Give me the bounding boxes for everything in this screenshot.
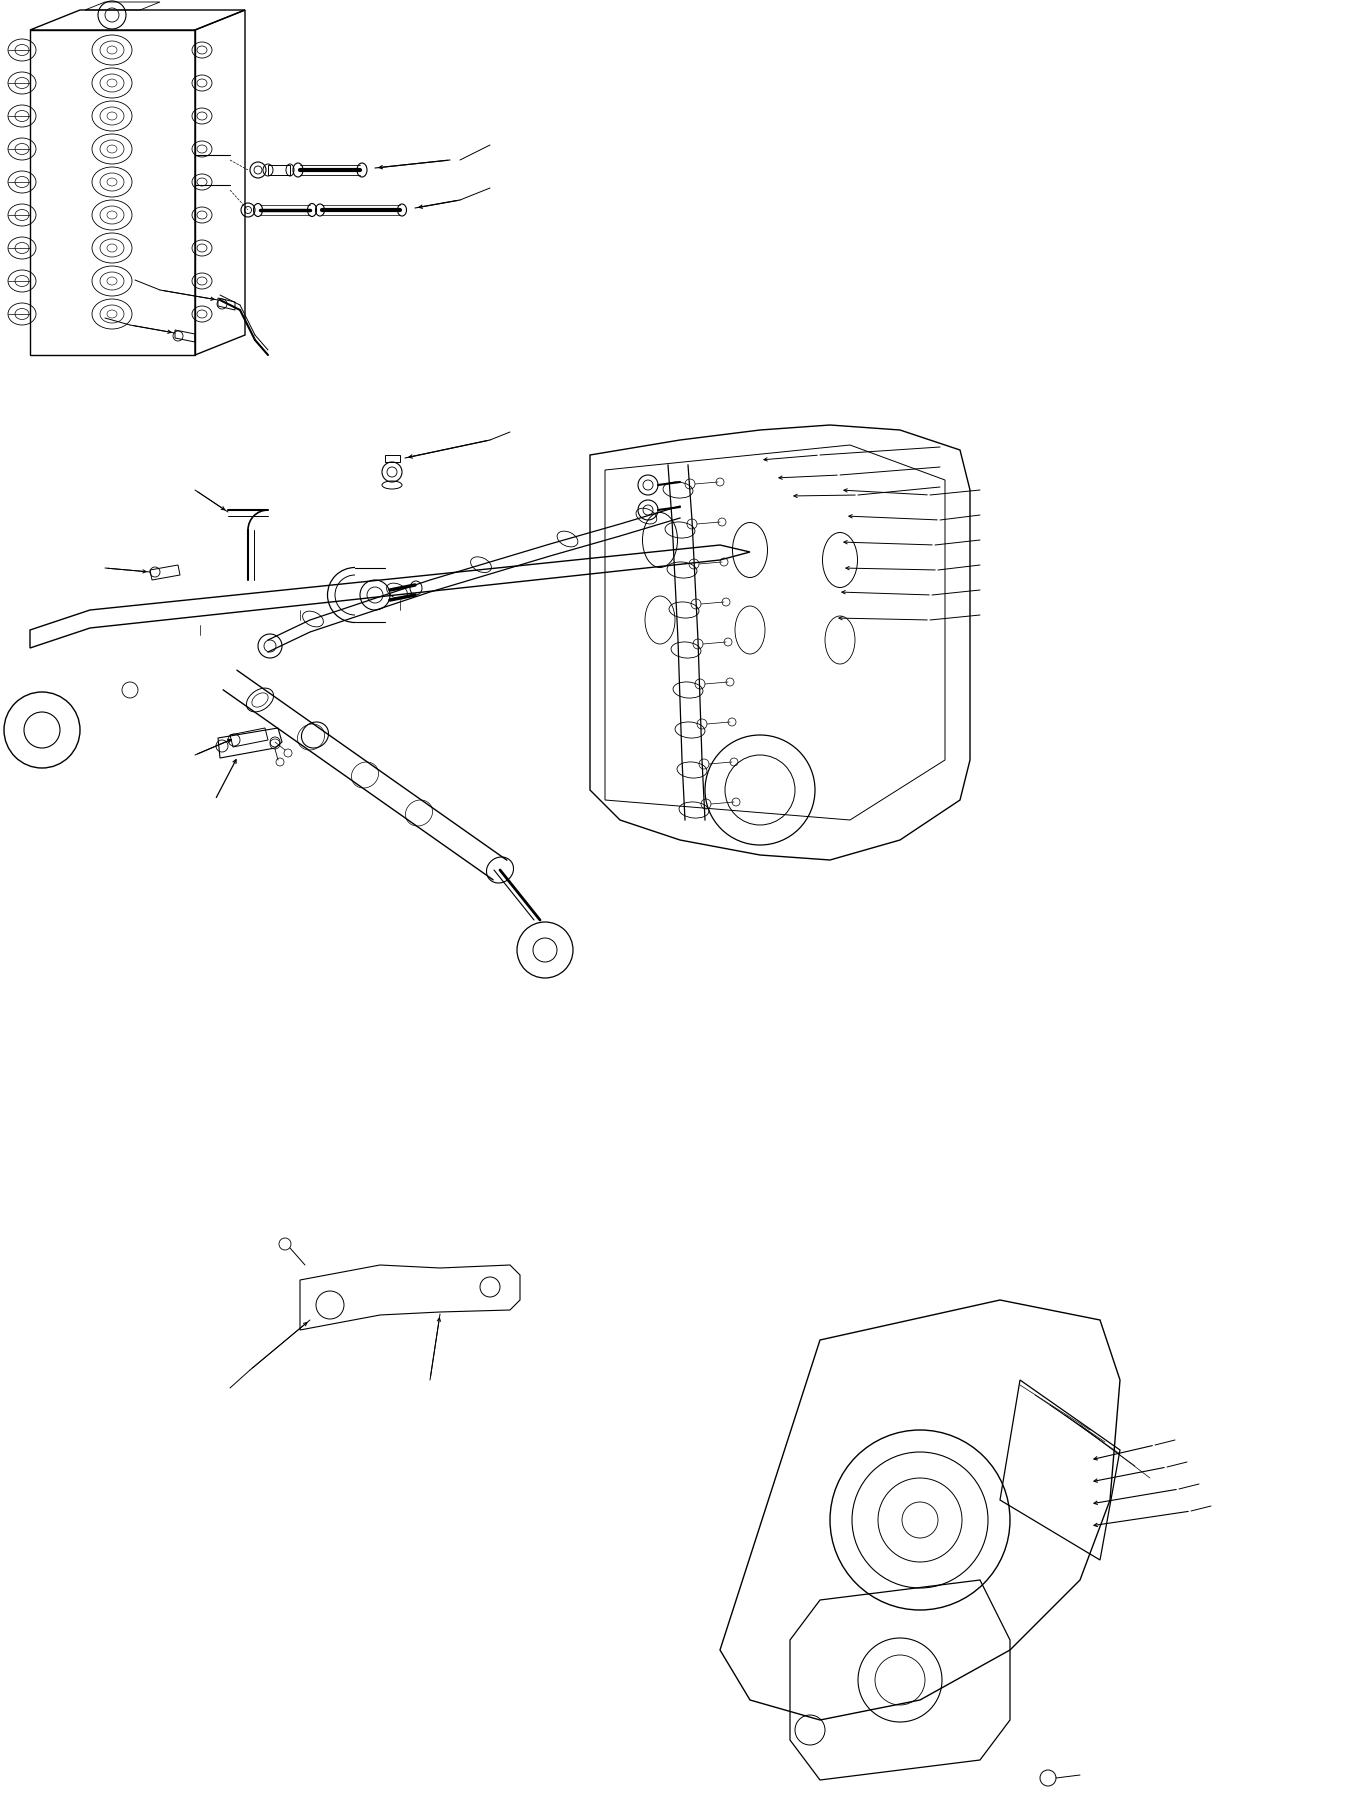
Polygon shape [268, 166, 291, 175]
